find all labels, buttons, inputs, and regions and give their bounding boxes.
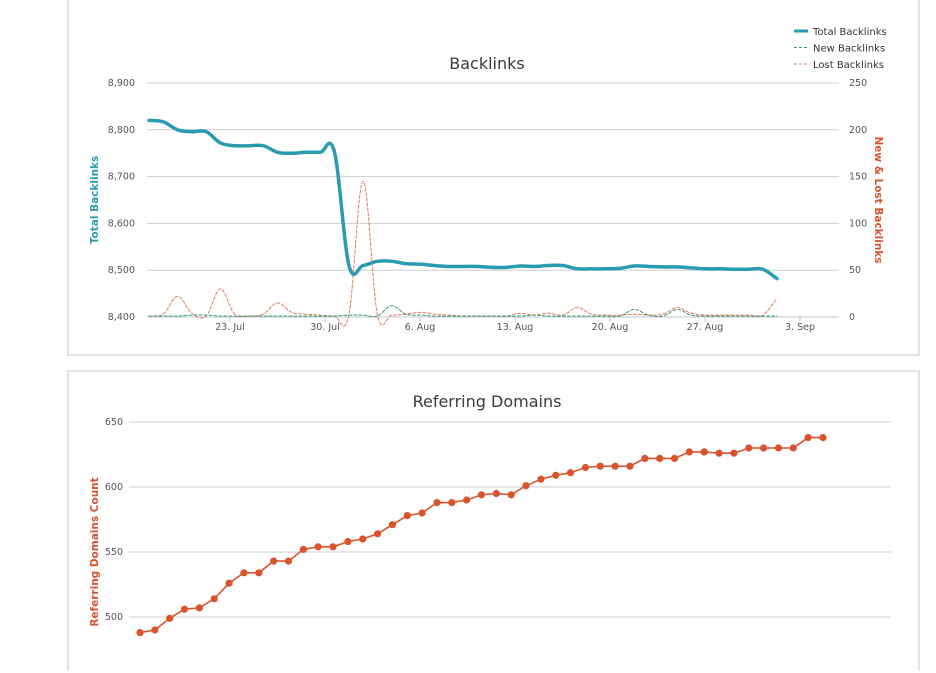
- referring-domains-point[interactable]: [195, 604, 203, 612]
- referring-domains-point[interactable]: [819, 434, 827, 442]
- referring-domains-gridlines: [129, 421, 891, 618]
- referring-domains-y-tick-label: 650: [105, 417, 123, 428]
- referring-domains-point[interactable]: [284, 557, 293, 565]
- referring-domains-point[interactable]: [151, 626, 159, 634]
- referring-domains-point[interactable]: [210, 595, 218, 603]
- series-line-lost-backlinks: [148, 180, 778, 327]
- referring-domains-point[interactable]: [641, 454, 649, 462]
- referring-domains-point[interactable]: [774, 444, 783, 452]
- backlinks-y2-tick-label: 150: [849, 172, 867, 183]
- referring-domains-point[interactable]: [255, 569, 263, 577]
- referring-domains-line: [139, 436, 823, 634]
- referring-domains-point[interactable]: [492, 489, 500, 498]
- referring-domains-point[interactable]: [373, 530, 382, 538]
- referring-domains-point[interactable]: [240, 569, 248, 577]
- backlinks-y2-tick-label: 250: [849, 78, 867, 89]
- referring-domains-point[interactable]: [670, 454, 679, 462]
- referring-domains-point[interactable]: [403, 512, 411, 520]
- backlinks-x-tick-label: 13. Aug: [497, 322, 534, 333]
- backlinks-x-tick-label: 27. Aug: [687, 322, 724, 333]
- backlinks-series: [147, 118, 779, 327]
- backlinks-y2-tick-label: 100: [849, 218, 867, 229]
- backlinks-y2-tick-label: 50: [849, 265, 861, 276]
- referring-domains-point[interactable]: [789, 444, 797, 452]
- backlinks-y-tick-label: 8,900: [108, 78, 135, 89]
- referring-domains-point[interactable]: [596, 462, 604, 470]
- legend-item-total-backlinks[interactable]: Total Backlinks: [812, 27, 887, 38]
- referring-domains-point[interactable]: [329, 543, 337, 551]
- legend-item-lost-backlinks[interactable]: Lost Backlinks: [813, 60, 884, 71]
- referring-domains-point[interactable]: [314, 543, 322, 551]
- referring-domains-chart-title: Referring Domains: [413, 392, 562, 411]
- backlinks-y2-axis-title: New & Lost Backlinks: [872, 136, 884, 263]
- backlinks-y2-tick-label: 200: [849, 125, 867, 136]
- legend-item-new-backlinks[interactable]: New Backlinks: [813, 44, 885, 55]
- backlinks-panel: Backlinks 8,400 8,500 8,600 8,700 8,800 8,900…: [67, 0, 920, 356]
- backlinks-y-tick-label: 8,500: [108, 265, 135, 276]
- backlinks-y-tick-label: 8,800: [108, 125, 135, 136]
- backlinks-x-tick-label: 30. Jul: [310, 322, 340, 333]
- referring-domains-point[interactable]: [685, 448, 693, 456]
- referring-domains-point[interactable]: [656, 454, 664, 462]
- backlinks-y-axis-title: Total Backlinks: [89, 156, 101, 245]
- referring-domains-y-tick-label: 500: [105, 612, 123, 623]
- referring-domains-y-tick-label: 600: [105, 482, 123, 493]
- referring-domains-point[interactable]: [359, 535, 367, 543]
- backlinks-x-tick-label: 23. Jul: [215, 322, 245, 333]
- referring-domains-point[interactable]: [299, 545, 307, 553]
- backlinks-y-ticks: 8,400 8,500 8,600 8,700 8,800 8,900: [108, 78, 135, 323]
- backlinks-chart: Backlinks 8,400 8,500 8,600 8,700 8,800 8,900…: [89, 27, 887, 333]
- backlinks-y2-tick-label: 0: [849, 312, 855, 323]
- referring-domains-point[interactable]: [611, 462, 619, 470]
- referring-domains-series: [136, 434, 827, 637]
- referring-domains-point[interactable]: [166, 614, 174, 622]
- referring-domains-y-tick-label: 550: [105, 547, 123, 558]
- referring-domains-point[interactable]: [463, 496, 471, 504]
- referring-domains-point[interactable]: [418, 509, 426, 517]
- backlinks-gridlines: [147, 82, 839, 318]
- referring-domains-point[interactable]: [581, 463, 590, 472]
- referring-domains-y-ticks: 500 550 600 650: [105, 417, 123, 623]
- referring-domains-y-axis-title: Referring Domains Count: [89, 477, 101, 626]
- referring-domains-panel: Referring Domains 500 550 600 650 Referring…: [67, 370, 920, 671]
- referring-domains-point[interactable]: [225, 579, 233, 587]
- referring-domains-point[interactable]: [448, 499, 456, 507]
- referring-domains-point[interactable]: [388, 521, 397, 529]
- referring-domains-point[interactable]: [730, 449, 738, 457]
- series-line-total-backlinks: [147, 118, 779, 281]
- referring-domains-point[interactable]: [180, 605, 189, 613]
- referring-domains-point[interactable]: [760, 444, 768, 452]
- referring-domains-chart: Referring Domains 500 550 600 650 Referring…: [89, 392, 891, 637]
- backlinks-y2-ticks: 0 50 100 150 200 250: [849, 78, 867, 323]
- referring-domains-point[interactable]: [507, 491, 515, 499]
- referring-domains-point[interactable]: [477, 491, 486, 499]
- backlinks-x-tick-label: 20. Aug: [592, 322, 629, 333]
- referring-domains-point[interactable]: [522, 482, 530, 490]
- backlinks-chart-title: Backlinks: [449, 54, 524, 73]
- referring-domains-point[interactable]: [804, 434, 812, 442]
- referring-domains-point[interactable]: [552, 471, 560, 479]
- referring-domains-point[interactable]: [700, 448, 708, 456]
- backlinks-legend[interactable]: Total Backlinks New Backlinks Lost Backlin…: [794, 27, 887, 71]
- backlinks-x-tick-label: 6. Aug: [405, 322, 436, 333]
- referring-domains-point[interactable]: [433, 499, 441, 507]
- referring-domains-point[interactable]: [537, 475, 545, 483]
- backlinks-y-tick-label: 8,700: [108, 172, 135, 183]
- referring-domains-point[interactable]: [626, 462, 634, 470]
- referring-domains-point[interactable]: [136, 629, 144, 637]
- referring-domains-point[interactable]: [566, 469, 575, 477]
- referring-domains-point[interactable]: [745, 444, 753, 452]
- backlinks-y-tick-label: 8,400: [108, 312, 135, 323]
- series-line-new-backlinks: [148, 305, 778, 318]
- backlinks-y-tick-label: 8,600: [108, 218, 135, 229]
- referring-domains-point[interactable]: [715, 449, 723, 457]
- referring-domains-point[interactable]: [270, 557, 278, 565]
- backlinks-x-tick-label: 3. Sep: [785, 322, 815, 333]
- backlinks-x-ticks: 23. Jul 30. Jul 6. Aug 13. Aug 20. Aug 27. Au…: [215, 317, 815, 333]
- referring-domains-point[interactable]: [344, 538, 352, 546]
